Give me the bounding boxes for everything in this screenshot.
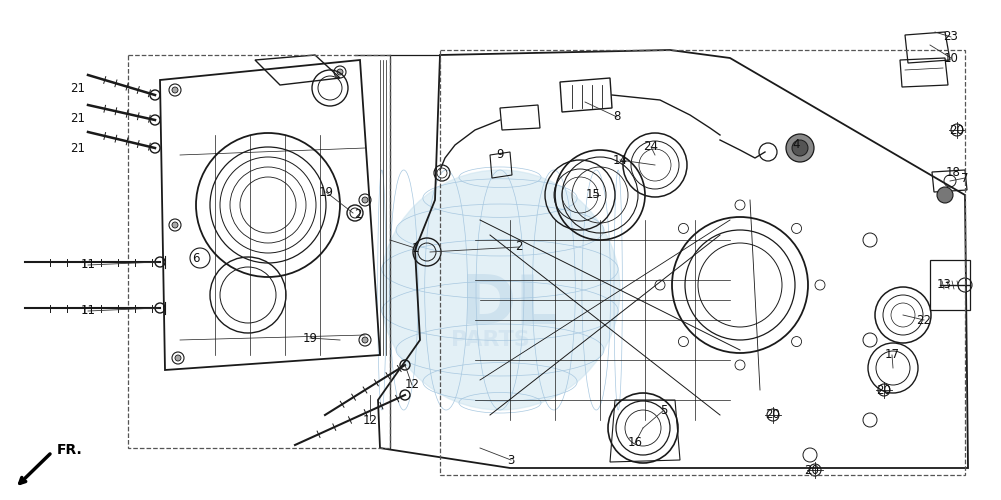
Text: 12: 12: [362, 414, 377, 426]
Text: 19: 19: [302, 332, 317, 344]
Circle shape: [786, 134, 814, 162]
Text: 22: 22: [917, 314, 932, 326]
Text: 14: 14: [613, 154, 628, 166]
Text: 4: 4: [792, 138, 800, 151]
Circle shape: [380, 170, 620, 410]
Text: 18: 18: [946, 166, 960, 179]
Circle shape: [792, 140, 808, 156]
Text: 20: 20: [766, 408, 781, 422]
Text: 1: 1: [411, 242, 418, 254]
Text: FR.: FR.: [57, 443, 83, 457]
Text: 11: 11: [80, 304, 95, 318]
Circle shape: [362, 197, 368, 203]
Circle shape: [172, 87, 178, 93]
Text: 15: 15: [586, 188, 601, 202]
Text: 10: 10: [944, 52, 958, 64]
Text: 21: 21: [70, 112, 85, 124]
Text: 20: 20: [877, 384, 892, 396]
Text: 9: 9: [496, 148, 504, 162]
Circle shape: [362, 337, 368, 343]
Text: 17: 17: [885, 348, 900, 362]
Text: 6: 6: [192, 252, 200, 266]
Text: 7: 7: [961, 172, 969, 184]
Text: 16: 16: [628, 436, 643, 450]
Circle shape: [337, 69, 343, 75]
Text: 12: 12: [404, 378, 419, 392]
Text: 11: 11: [80, 258, 95, 272]
Circle shape: [172, 222, 178, 228]
Circle shape: [175, 355, 181, 361]
Text: 13: 13: [937, 278, 951, 291]
Text: 2: 2: [354, 208, 361, 222]
Text: PARTS: PARTS: [450, 330, 530, 350]
Text: 19: 19: [318, 186, 333, 198]
Text: DL: DL: [461, 272, 559, 338]
Circle shape: [937, 187, 953, 203]
Text: 23: 23: [944, 30, 958, 44]
Text: 3: 3: [508, 454, 515, 466]
Text: 20: 20: [950, 124, 964, 136]
Text: 21: 21: [70, 142, 85, 154]
Text: 21: 21: [70, 82, 85, 94]
Text: 20: 20: [805, 464, 820, 476]
Text: 5: 5: [661, 404, 668, 416]
Text: 8: 8: [614, 110, 621, 124]
Text: 24: 24: [644, 140, 659, 153]
Text: 2: 2: [516, 240, 523, 254]
